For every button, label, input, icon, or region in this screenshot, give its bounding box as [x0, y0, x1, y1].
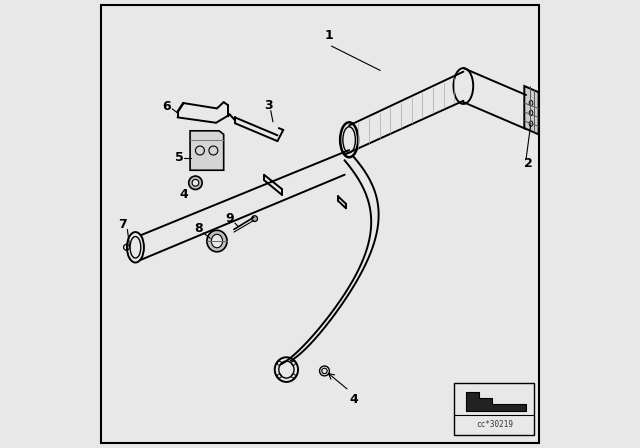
Ellipse shape: [189, 176, 202, 190]
Polygon shape: [466, 392, 526, 411]
Text: 3: 3: [264, 99, 273, 112]
Text: 2: 2: [524, 157, 532, 170]
Ellipse shape: [275, 358, 298, 382]
Ellipse shape: [340, 122, 358, 157]
Polygon shape: [190, 131, 224, 170]
Text: 4: 4: [179, 188, 188, 202]
Text: 8: 8: [194, 222, 202, 235]
Text: 4: 4: [349, 393, 358, 406]
Ellipse shape: [127, 232, 144, 263]
FancyBboxPatch shape: [101, 5, 539, 443]
Ellipse shape: [192, 179, 199, 186]
Ellipse shape: [454, 68, 473, 104]
Ellipse shape: [211, 234, 223, 248]
Text: 1: 1: [324, 29, 333, 43]
Polygon shape: [524, 86, 539, 134]
Text: 6: 6: [163, 100, 171, 113]
Ellipse shape: [252, 216, 257, 222]
Text: 7: 7: [118, 217, 127, 231]
Ellipse shape: [207, 230, 227, 252]
Text: 5: 5: [175, 151, 183, 164]
FancyBboxPatch shape: [454, 383, 534, 435]
Ellipse shape: [319, 366, 330, 376]
Text: 9: 9: [225, 212, 234, 225]
Text: cc*30219: cc*30219: [476, 420, 513, 429]
